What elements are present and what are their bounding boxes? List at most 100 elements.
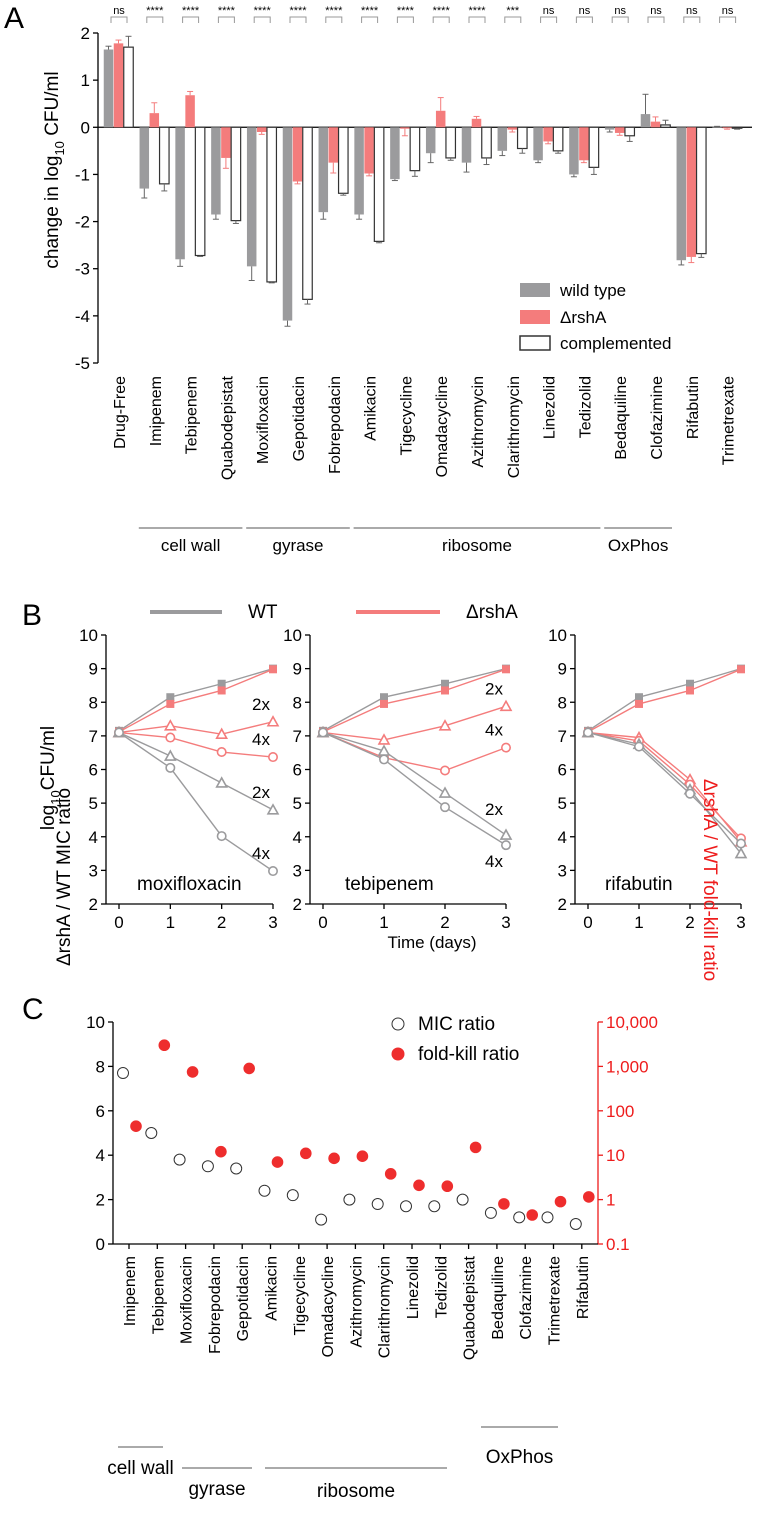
bar-rsha [471,118,482,128]
x-tick-label: 1 [634,913,643,932]
bar-complemented [158,126,170,185]
y-tick-label: 10 [283,626,302,645]
panel-a-groups: cell wall gyrase ribosome OxPhos [138,527,672,555]
y-tick-label: 5 [558,794,567,813]
significance-label: **** [254,5,272,17]
y-tick-label: 9 [89,660,98,679]
legend-label: complemented [560,334,672,353]
significance-bracket [611,16,629,23]
panel-c-groups: cell wall gyrase ribosome OxPhos [107,1426,558,1502]
mic-ratio-point [428,1200,441,1213]
right-y-tick-label: 0.1 [606,1235,630,1254]
mic-ratio-point [484,1206,497,1219]
marker-square [502,665,510,674]
category-label: Azithromycin [348,1256,365,1348]
mic-ratio-point [286,1189,299,1202]
y-tick-label: 10 [79,626,98,645]
bar-complemented [588,126,600,168]
right-y-tick-label: 10 [606,1146,625,1165]
y-tick-label: 4 [558,828,567,847]
y-tick-label: 8 [293,693,302,712]
panel-c-right-y-label: ΔrshA / WT fold-kill ratio [699,779,720,981]
mic-ratio-point [569,1218,582,1231]
fold-kill-ratio-point [441,1180,454,1193]
series-line-drsha-0x [118,668,274,733]
mic-ratio-point [343,1193,356,1206]
panel-b: B log10CFU/ml Time (days) WT ΔrshA 234567… [22,599,748,952]
bar-complemented [337,126,349,194]
marker-square [737,665,745,674]
bar-wild-type [318,127,329,213]
y-tick-label: 9 [293,660,302,679]
category-label: Quabodepistat [219,375,236,480]
mic-ratio-point [513,1211,526,1224]
y-tick-label: 5 [293,794,302,813]
x-tick-label: 0 [583,913,592,932]
significance-label: ns [614,5,626,17]
bar-complemented [552,126,564,152]
marker-circle [114,727,125,738]
bar-wild-type [569,127,579,175]
left-y-tick-label: 8 [96,1057,105,1076]
dose-annotation: 4x [485,852,503,871]
y-tick-label: 7 [293,727,302,746]
category-label: Clofazimine [649,376,666,460]
series-line-wt-4x [322,731,507,846]
panel-c-legend: MIC ratio fold-kill ratio [391,1014,519,1065]
group-label: gyrase [272,536,323,555]
bar-rsha [614,127,625,133]
category-label: Trimetrexate [547,1256,564,1345]
significance-bracket [361,16,379,23]
category-label: Drug-Free [112,376,129,449]
category-label: Quabodepistat [462,1255,479,1360]
panel-c-axes: 10 8 6 4 2 0 10,000 1,000 100 10 1 0.1 [86,1013,658,1254]
marker-triangle [377,733,391,745]
y-tick-label: 1 [81,71,90,90]
bar-rsha [686,127,697,257]
subplot-tebipenem: 2 3 4 5 6 7 8 9 10 0 1 2 3 tebipenem 2x 4x 2x 4x [283,626,513,932]
significance-bracket [504,16,522,23]
y-tick-label: 4 [293,828,302,847]
panel-a-legend: wild type ΔrshA complemented [519,281,672,353]
significance-label: **** [182,5,200,17]
fold-kill-ratio-point [215,1145,227,1158]
marker-square [686,686,694,695]
significance-label: **** [361,5,379,17]
bar-wild-type [246,127,257,267]
panel-c-points [117,1039,595,1231]
significance-label: ns [650,5,662,17]
significance-label: ns [579,5,591,17]
bar-wild-type [282,127,293,321]
left-y-tick-label: 6 [96,1102,105,1121]
marker-circle [378,754,389,765]
panel-a-significance: ns **** **** **** **** **** **** **** **** **** **… [110,5,737,23]
marker-triangle [499,699,513,712]
panel-a-bars [103,35,743,327]
bar-rsha [435,110,446,128]
x-tick-label: 0 [114,913,123,932]
significance-bracket [540,16,558,23]
category-label: Linezolid [542,376,559,439]
fold-kill-ratio-point [498,1198,510,1210]
y-tick-label: 2 [89,895,98,914]
fold-kill-ratio-point [554,1195,567,1208]
marker-circle [317,727,328,738]
y-tick-label: 3 [558,861,567,880]
marker-circle [439,802,450,813]
mic-ratio-point [173,1153,186,1166]
dose-annotation: 2x [485,679,503,698]
y-tick-label: -5 [75,354,90,373]
marker-triangle [266,715,280,727]
dose-annotation: 2x [485,800,503,819]
x-tick-label: 0 [318,913,327,932]
bar-rsha [113,43,124,128]
bar-complemented [660,124,671,128]
marker-square [441,679,449,688]
marker-square [380,693,388,702]
category-label: Azithromycin [470,376,487,468]
right-y-tick-label: 10,000 [606,1013,658,1032]
left-y-tick-label: 4 [96,1146,105,1165]
significance-label: **** [468,5,486,17]
y-tick-label: 6 [293,761,302,780]
